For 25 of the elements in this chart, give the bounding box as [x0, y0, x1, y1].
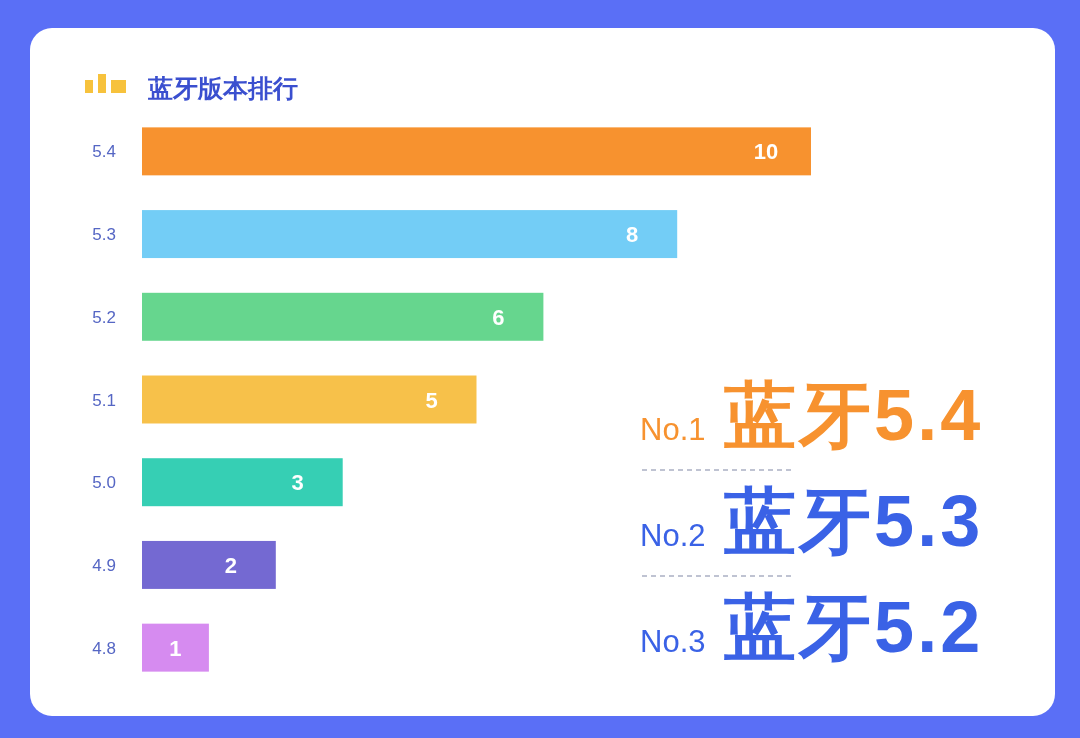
data-label: 10: [753, 139, 779, 165]
y-tick-label: 5.3: [92, 225, 116, 245]
y-tick-label: 4.8: [92, 638, 116, 658]
chart-title: 蓝牙版本排行: [147, 74, 298, 102]
bar: [142, 375, 477, 424]
data-label: 1: [169, 635, 182, 661]
bar: [142, 210, 678, 259]
bar: [142, 292, 544, 341]
bar: [142, 458, 343, 507]
bar: [142, 540, 276, 589]
data-label: 8: [626, 222, 639, 248]
y-tick-label: 5.1: [92, 390, 116, 410]
data-label: 6: [492, 304, 505, 330]
annotation: No.1 蓝牙5.4: [640, 375, 984, 455]
data-label: 3: [291, 470, 304, 496]
data-label: 5: [425, 387, 438, 413]
y-tick-label: 5.0: [92, 473, 116, 493]
annotation: No.3 蓝牙5.2: [640, 587, 984, 667]
bar: [142, 127, 811, 176]
y-tick-label: 5.2: [92, 307, 116, 327]
y-tick-label: 4.9: [92, 555, 116, 575]
y-tick-label: 5.4: [92, 142, 116, 162]
data-label: 2: [224, 552, 237, 578]
annotation: No.2 蓝牙5.3: [640, 481, 984, 561]
bar: [142, 623, 209, 672]
